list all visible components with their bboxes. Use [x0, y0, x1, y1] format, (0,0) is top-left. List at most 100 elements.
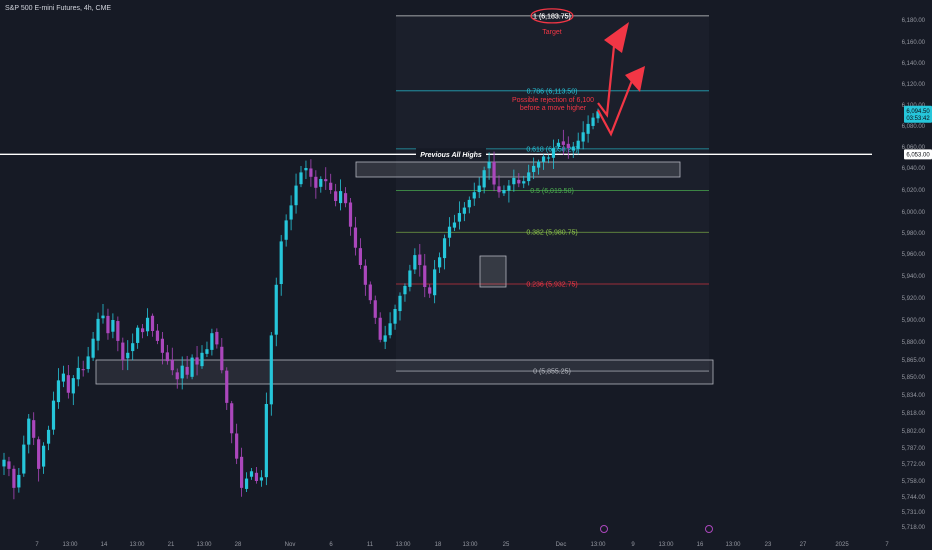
candle-body: [413, 255, 417, 270]
candle-body: [81, 369, 85, 371]
candle-body: [442, 238, 447, 259]
candle-body: [383, 335, 387, 342]
candle-body: [319, 179, 323, 187]
event-marker-icon[interactable]: [705, 525, 713, 533]
time-tick-label: 11: [367, 542, 374, 548]
candle-body: [180, 365, 184, 379]
candle-body: [7, 461, 11, 469]
price-tick-label: 5,980.00: [902, 231, 926, 237]
candle-body: [185, 366, 189, 375]
time-tick-label: 21: [168, 542, 175, 548]
candle-body: [462, 207, 466, 214]
candle-body: [249, 471, 254, 477]
time-tick-label: 16: [697, 542, 704, 548]
price-tick-label: 6,160.00: [902, 40, 926, 46]
candle-body: [378, 317, 382, 340]
candle-body: [556, 142, 560, 147]
price-tick-label: 5,850.00: [902, 375, 926, 381]
price-tick-label: 5,920.00: [902, 296, 926, 302]
target-level-label: 1 (6,183.75): [533, 13, 571, 20]
fib-level-label: 0.786 (6,113.50): [527, 88, 578, 95]
time-tick-label: 14: [101, 542, 108, 548]
previous-highs-label: Previous All Highs: [420, 152, 482, 159]
price-axis[interactable]: [872, 0, 932, 536]
candle-body: [17, 474, 21, 488]
fibonacci-retracement[interactable]: 1 (6,183.75)0.786 (6,113.50)0.618 (6,058…: [396, 13, 709, 376]
fib-level-label: 0.382 (5,980.75): [526, 230, 577, 237]
candle-body: [373, 300, 377, 318]
candle-body: [348, 202, 353, 227]
time-tick-label: 13:00: [129, 542, 145, 548]
candle-body: [423, 265, 427, 287]
fib-background: [396, 15, 709, 372]
candle-body: [106, 315, 110, 334]
time-tick-label: 13:00: [196, 542, 212, 548]
candle-body: [428, 287, 432, 294]
price-tick-label: 5,758.00: [902, 479, 926, 485]
candle-body: [86, 356, 90, 370]
event-marker-icon[interactable]: [600, 525, 608, 533]
projection-arrow-up-2: [597, 77, 635, 137]
candle-body: [269, 335, 273, 405]
candle-body: [408, 270, 412, 287]
candle-body: [200, 352, 204, 367]
candle-body: [42, 445, 46, 467]
price-tick-label: 5,865.00: [902, 358, 926, 364]
candle-body: [111, 320, 115, 332]
candle-body: [27, 418, 31, 445]
price-tick-label: 6,060.00: [902, 145, 926, 151]
candle-body: [522, 181, 526, 184]
resistance-zone-box[interactable]: [355, 161, 681, 178]
price-tick-label: 5,900.00: [902, 318, 926, 324]
projection-arrow-up-1: [597, 45, 616, 118]
time-tick-label: 23: [765, 542, 772, 548]
candle-body: [334, 191, 338, 201]
price-tick-label: 5,744.00: [902, 495, 926, 501]
candle-body: [532, 165, 536, 173]
candle-body: [546, 157, 551, 159]
previous-highs-label-bg: [416, 148, 486, 159]
candle-body: [131, 343, 135, 352]
time-tick-label: 13:00: [590, 542, 606, 548]
fib-level-label: 0 (5,855.25): [533, 369, 571, 376]
candle-body: [284, 220, 288, 240]
candle-body: [66, 375, 70, 393]
candle-body: [155, 330, 160, 341]
candle-body: [418, 254, 422, 265]
candle-body: [457, 213, 461, 222]
current-price-text: 6,094.50: [906, 109, 930, 115]
rejection-note-line2: before a move higher: [520, 105, 587, 112]
order-block-box[interactable]: [479, 255, 507, 288]
candle-body: [254, 472, 259, 481]
candle-body: [571, 147, 575, 151]
candle-body: [32, 420, 36, 438]
candle-body: [482, 170, 486, 188]
candle-body: [309, 168, 313, 177]
price-axis-labels: 6,180.006,160.006,140.006,120.006,100.00…: [902, 18, 926, 531]
candle-body: [353, 227, 358, 248]
support-zone-box[interactable]: [95, 359, 714, 385]
countdown-text: 03:53:42: [906, 116, 930, 122]
candle-body: [551, 148, 556, 158]
price-tick-label: 6,180.00: [902, 18, 926, 24]
time-tick-label: 13:00: [462, 542, 478, 548]
zone-boxes[interactable]: [0, 153, 872, 385]
time-tick-label: 6: [329, 542, 333, 548]
candle-body: [259, 477, 263, 481]
chart-title: S&P 500 E-mini Futures, 4h, CME: [5, 5, 111, 12]
annotations: 1 (6,183.75) Target Possible rejection of …: [416, 8, 645, 159]
candle-body: [46, 429, 51, 444]
fib-level-label: 1 (6,183.75): [533, 13, 571, 20]
candle-body: [358, 248, 362, 265]
candle-body: [403, 285, 407, 295]
candle-body: [195, 357, 199, 365]
target-circle: [530, 8, 574, 24]
fib-level-label: 0.5 (6,019.50): [530, 188, 574, 195]
candle-body: [235, 433, 239, 459]
arrowhead-icon: [625, 66, 645, 92]
candle-body: [537, 161, 541, 168]
time-tick-label: 25: [503, 542, 510, 548]
price-tick-label: 6,080.00: [902, 124, 926, 130]
candle-body: [264, 404, 268, 478]
